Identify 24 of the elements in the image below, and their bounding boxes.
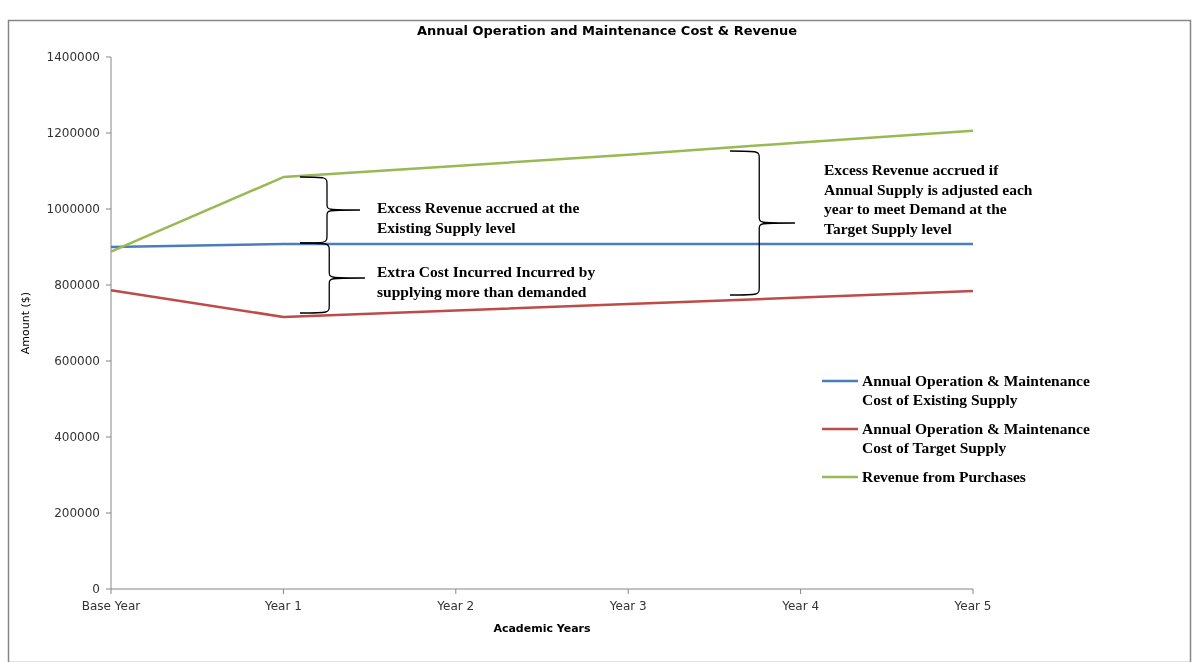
chart-title: Annual Operation and Maintenance Cost & Revenue [416, 23, 798, 38]
annotation: Excess Revenue accrued if Annual Supply is adjusted each year to meet Demand at the Target Supply level [824, 161, 1033, 237]
x-tick-label: Year 5 [953, 599, 992, 613]
y-tick-label: 1400000 [46, 50, 100, 65]
legend-label: Annual Operation & Maintenance Cost of Target Supply [862, 420, 1090, 456]
y-tick-label: 0 [92, 582, 100, 597]
legend-label: Annual Operation & Maintenance Cost of Existing Supply [862, 372, 1090, 408]
annotation: Excess Revenue accrued at the Existing Supply level [377, 199, 580, 236]
x-axis-title: Academic Years [493, 622, 592, 635]
x-tick-label: Base Year [81, 599, 141, 613]
x-tick-label: Year 2 [436, 599, 475, 613]
x-tick-label: Year 3 [608, 599, 647, 613]
y-tick-label: 400000 [54, 430, 100, 445]
x-tick-label: Year 4 [781, 599, 820, 613]
y-tick-label: 200000 [54, 506, 100, 521]
line-series [109, 289, 975, 319]
legend-label: Revenue from Purchases [862, 468, 1026, 485]
annotation: Extra Cost Incurred Incurred by supplying more than demanded [377, 263, 596, 300]
y-tick-label: 1200000 [46, 126, 100, 141]
y-tick-label: 800000 [54, 278, 100, 293]
y-tick-label: 1000000 [46, 202, 100, 217]
x-tick-label: Year 1 [263, 599, 302, 613]
y-axis-title: Amount ($) [19, 291, 32, 355]
y-tick-label: 600000 [54, 354, 100, 369]
